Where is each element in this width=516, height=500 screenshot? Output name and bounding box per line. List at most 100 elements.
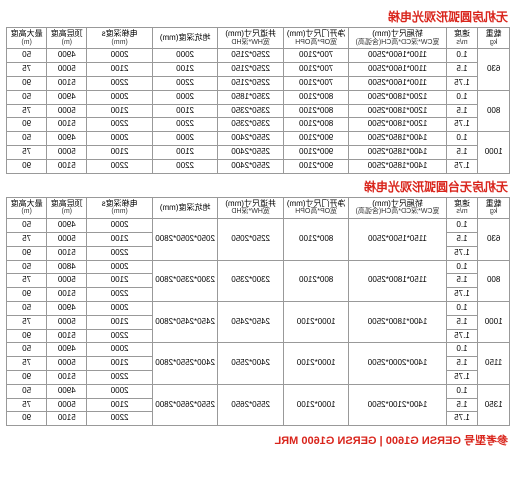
h8l1: 顶层高度 <box>48 30 85 39</box>
h6b: 地坑深度(mm) <box>152 197 218 218</box>
h9b: 最大高度(m) <box>7 197 47 218</box>
cell: 1.5 <box>446 398 478 412</box>
cell: 2000 <box>87 384 153 398</box>
h7bl2: (mm) <box>88 208 151 216</box>
cell: 1200*1800*2500 <box>349 90 446 104</box>
table-row: 1.751100*1600*2500700*21002250*215022002… <box>7 77 510 91</box>
table-row: 10001.01400*1800*25001000*21002450*24502… <box>7 301 510 315</box>
h9l2: (m) <box>8 39 45 47</box>
cell: 2200 <box>87 246 153 260</box>
table2-body: 6301.01150*1500*2500800*21002250*2050205… <box>7 219 510 426</box>
h9l1: 最大高度 <box>8 30 45 39</box>
h4: 净开门尺寸(mm)宽OP*高OPH <box>283 28 349 49</box>
cell: 2300*2350*2800 <box>152 260 218 301</box>
cell: 1.0 <box>446 301 478 315</box>
cell: 1.0 <box>446 90 478 104</box>
cell: 1.75 <box>446 370 478 384</box>
cell: 1.75 <box>446 288 478 302</box>
cell: 90 <box>7 77 47 91</box>
cell: 1150 <box>478 343 510 384</box>
cell: 1.0 <box>446 49 478 63</box>
h7b: 电梯深度s(mm) <box>87 197 153 218</box>
h6: 地坑深度(mm) <box>152 28 218 49</box>
cell: 2350*2350 <box>218 118 284 132</box>
table-row: 1.51100*1600*2500700*21002250*2150210021… <box>7 63 510 77</box>
cell: 2000 <box>87 132 153 146</box>
cell: 2350*1850 <box>218 90 284 104</box>
h5: 井道尺寸(mm)宽HW*深HD <box>218 28 284 49</box>
cell: 50 <box>7 219 47 233</box>
cell: 2100 <box>87 274 153 288</box>
cell: 1150*1800*2500 <box>349 260 446 301</box>
cell: 5000 <box>47 274 87 288</box>
cell: 4900 <box>47 301 87 315</box>
cell: 90 <box>7 288 47 302</box>
cell: 2200 <box>87 329 153 343</box>
model-line: 参考型号 GERSN G1600 | GERSN G1600 MRL <box>6 426 510 450</box>
h5bl2: 宽HW*深HD <box>219 208 282 216</box>
cell: 1100*1600*2500 <box>349 63 446 77</box>
cell: 75 <box>7 104 47 118</box>
cell: 1000*2100 <box>283 301 349 342</box>
cell: 1.5 <box>446 232 478 246</box>
cell: 50 <box>7 301 47 315</box>
cell: 5000 <box>47 232 87 246</box>
cell: 5100 <box>47 412 87 426</box>
cell: 2100 <box>87 146 153 160</box>
cell: 1.0 <box>446 343 478 357</box>
cell: 5000 <box>47 398 87 412</box>
h3l1: 轿厢尺寸(mm) <box>350 30 444 39</box>
cell: 1.0 <box>446 384 478 398</box>
cell: 1.75 <box>446 77 478 91</box>
cell: 2300*2350 <box>218 260 284 301</box>
cell: 630 <box>478 49 510 90</box>
table-row: 11501.01400*2000*25001000*21002400*25502… <box>7 343 510 357</box>
h2bl2: m/s <box>448 208 477 216</box>
cell: 900*2100 <box>283 146 349 160</box>
cell: 5100 <box>47 118 87 132</box>
h9bl2: (m) <box>8 208 45 216</box>
cell: 1.0 <box>446 260 478 274</box>
cell: 4900 <box>47 90 87 104</box>
cell: 800*2100 <box>283 260 349 301</box>
h2l2: m/s <box>448 39 477 47</box>
cell: 2050*2050*2800 <box>152 219 218 260</box>
cell: 1200*1800*2500 <box>349 118 446 132</box>
cell: 2400*2550*2800 <box>152 343 218 384</box>
h2l1: 速度 <box>448 30 477 39</box>
cell: 2550*2400 <box>218 159 284 173</box>
cell: 2550*2400 <box>218 132 284 146</box>
cell: 1200*1800*2500 <box>349 104 446 118</box>
table-row: 6301.01150*1500*2500800*21002250*2050205… <box>7 219 510 233</box>
cell: 50 <box>7 260 47 274</box>
cell: 2000 <box>87 301 153 315</box>
cell: 1000*2100 <box>283 384 349 425</box>
cell: 1.0 <box>446 132 478 146</box>
cell: 50 <box>7 343 47 357</box>
table-row: 1.51200*1800*2500800*21002350*2350210021… <box>7 104 510 118</box>
cell: 1.75 <box>446 159 478 173</box>
table1-head: 载重kg 速度m/s 轿厢尺寸(mm)宽CW*深CD*高CH(含弧高) 净开门尺… <box>7 28 510 49</box>
table2: 载重kg 速度m/s 轿厢尺寸(mm)宽CW*深CD*高CH(含弧高) 净开门尺… <box>6 197 510 426</box>
cell: 5100 <box>47 288 87 302</box>
h8b: 顶层高度(m) <box>47 197 87 218</box>
cell: 2550*2400 <box>218 146 284 160</box>
cell: 1400*1850*2500 <box>349 146 446 160</box>
h1l1: 载重 <box>479 30 508 39</box>
cell: 2100 <box>152 63 218 77</box>
cell: 90 <box>7 159 47 173</box>
cell: 1400*2100*2500 <box>349 384 446 425</box>
h7l1: 电梯深度s <box>88 30 151 39</box>
cell: 2000 <box>87 90 153 104</box>
cell: 4900 <box>47 132 87 146</box>
table1-body: 6301.01100*1600*2500700*21002250*2150200… <box>7 49 510 173</box>
section2-title: 无机房无台圆弧形观光电梯 <box>6 174 510 197</box>
h8l2: (m) <box>48 39 85 47</box>
cell: 5100 <box>47 77 87 91</box>
cell: 2100 <box>87 232 153 246</box>
cell: 2100 <box>152 146 218 160</box>
cell: 5100 <box>47 370 87 384</box>
cell: 4800 <box>47 260 87 274</box>
cell: 75 <box>7 315 47 329</box>
cell: 75 <box>7 146 47 160</box>
